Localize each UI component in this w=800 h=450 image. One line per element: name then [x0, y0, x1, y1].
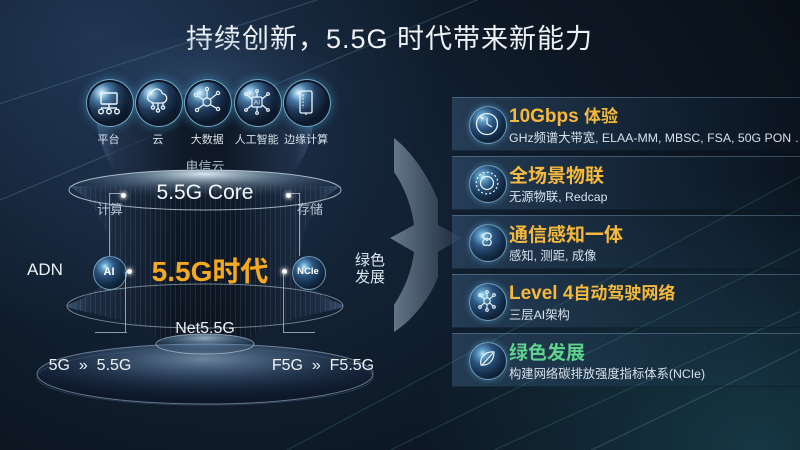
svg-text:AI: AI	[254, 100, 260, 107]
